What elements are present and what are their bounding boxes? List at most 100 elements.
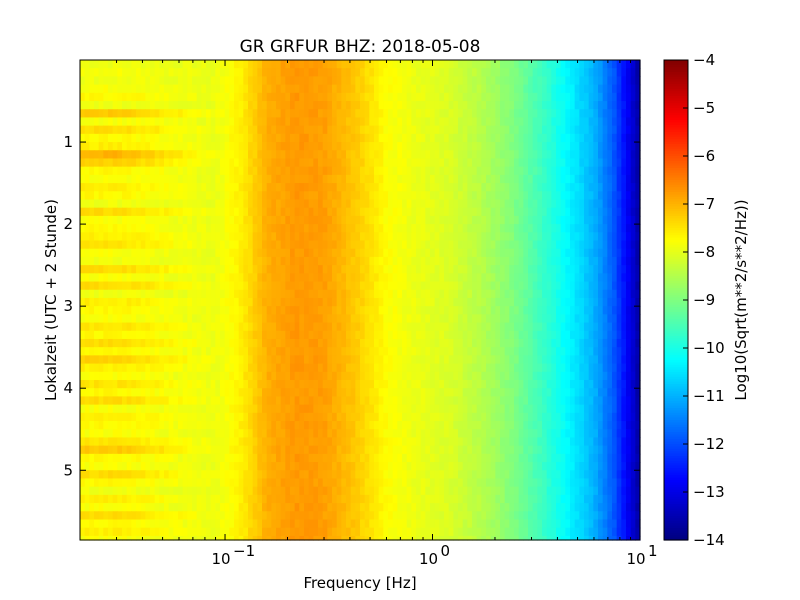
heatmap-cell bbox=[579, 207, 585, 217]
heatmap-cell bbox=[630, 92, 636, 102]
heatmap-cell bbox=[210, 183, 216, 192]
heatmap-cell bbox=[252, 133, 258, 143]
heatmap-cell bbox=[257, 396, 263, 406]
heatmap-cell bbox=[448, 297, 454, 307]
heatmap-cell bbox=[94, 306, 100, 315]
heatmap-cell bbox=[420, 142, 426, 151]
heatmap-cell bbox=[360, 330, 366, 340]
heatmap-cell bbox=[94, 117, 100, 127]
heatmap-cell bbox=[126, 125, 132, 135]
heatmap-cell bbox=[528, 371, 534, 381]
heatmap-cell bbox=[397, 265, 403, 274]
heatmap-cell bbox=[257, 76, 263, 86]
heatmap-cell bbox=[215, 60, 221, 69]
heatmap-cell bbox=[486, 347, 492, 356]
heatmap-cell bbox=[215, 248, 221, 258]
heatmap-cell bbox=[570, 297, 576, 307]
heatmap-cell bbox=[374, 330, 380, 340]
heatmap-cell bbox=[378, 150, 384, 160]
heatmap-cell bbox=[392, 380, 398, 389]
heatmap-cell bbox=[588, 273, 594, 283]
heatmap-cell bbox=[94, 109, 100, 119]
heatmap-cell bbox=[378, 240, 384, 250]
heatmap-cell bbox=[360, 380, 366, 389]
heatmap-cell bbox=[201, 330, 207, 340]
heatmap-cell bbox=[234, 84, 240, 94]
heatmap-cell bbox=[500, 191, 506, 201]
heatmap-cell bbox=[318, 117, 324, 127]
heatmap-cell bbox=[504, 224, 510, 233]
heatmap-cell bbox=[383, 224, 389, 233]
heatmap-cell bbox=[388, 133, 394, 143]
heatmap-cell bbox=[518, 224, 524, 233]
heatmap-cell bbox=[425, 199, 431, 209]
heatmap-cell bbox=[565, 363, 571, 373]
heatmap-cell bbox=[318, 101, 324, 110]
heatmap-cell bbox=[313, 92, 319, 102]
heatmap-cell bbox=[299, 363, 305, 373]
heatmap-cell bbox=[126, 347, 132, 356]
heatmap-cell bbox=[388, 117, 394, 127]
heatmap-cell bbox=[168, 215, 174, 225]
heatmap-cell bbox=[392, 125, 398, 135]
heatmap-cell bbox=[304, 125, 310, 135]
heatmap-cell bbox=[122, 183, 128, 192]
heatmap-cell bbox=[495, 314, 501, 324]
heatmap-cell bbox=[612, 240, 618, 250]
heatmap-cell bbox=[238, 273, 244, 283]
heatmap-cell bbox=[131, 191, 137, 201]
heatmap-cell bbox=[411, 125, 417, 135]
heatmap-cell bbox=[80, 355, 86, 365]
heatmap-cell bbox=[444, 338, 450, 348]
heatmap-cell bbox=[89, 101, 95, 110]
heatmap-cell bbox=[238, 380, 244, 389]
heatmap-cell bbox=[551, 265, 557, 274]
heatmap-cell bbox=[402, 388, 408, 398]
heatmap-cell bbox=[402, 117, 408, 127]
heatmap-cell bbox=[276, 92, 282, 102]
heatmap-cell bbox=[234, 174, 240, 184]
heatmap-cell bbox=[411, 101, 417, 110]
heatmap-cell bbox=[299, 306, 305, 315]
heatmap-cell bbox=[542, 363, 548, 373]
heatmap-cell bbox=[229, 174, 235, 184]
heatmap-cell bbox=[602, 388, 608, 398]
heatmap-cell bbox=[551, 314, 557, 324]
heatmap-cell bbox=[299, 380, 305, 389]
heatmap-cell bbox=[551, 281, 557, 291]
heatmap-cell bbox=[626, 125, 632, 135]
heatmap-cell bbox=[476, 371, 482, 381]
heatmap-cell bbox=[448, 363, 454, 373]
heatmap-cell bbox=[542, 76, 548, 86]
heatmap-cell bbox=[98, 363, 104, 373]
heatmap-cell bbox=[322, 314, 328, 324]
heatmap-cell bbox=[397, 76, 403, 86]
heatmap-cell bbox=[598, 60, 604, 69]
heatmap-cell bbox=[420, 281, 426, 291]
heatmap-cell bbox=[402, 84, 408, 94]
heatmap-cell bbox=[378, 60, 384, 69]
heatmap-cell bbox=[350, 388, 356, 398]
heatmap-cell bbox=[103, 388, 109, 398]
heatmap-cell bbox=[500, 322, 506, 332]
heatmap-cell bbox=[224, 240, 230, 250]
heatmap-cell bbox=[612, 117, 618, 127]
heatmap-cell bbox=[346, 142, 352, 151]
heatmap-cell bbox=[94, 248, 100, 258]
heatmap-cell bbox=[248, 314, 254, 324]
heatmap-cell bbox=[192, 297, 198, 307]
heatmap-cell bbox=[374, 150, 380, 160]
heatmap-cell bbox=[80, 363, 86, 373]
heatmap-cell bbox=[271, 314, 277, 324]
heatmap-cell bbox=[560, 191, 566, 201]
heatmap-cell bbox=[378, 306, 384, 315]
heatmap-cell bbox=[364, 363, 370, 373]
heatmap-cell bbox=[369, 273, 375, 283]
heatmap-cell bbox=[248, 232, 254, 242]
heatmap-cell bbox=[570, 133, 576, 143]
heatmap-cell bbox=[94, 388, 100, 398]
heatmap-cell bbox=[308, 125, 314, 135]
heatmap-cell bbox=[420, 314, 426, 324]
heatmap-cell bbox=[598, 142, 604, 151]
heatmap-cell bbox=[318, 232, 324, 242]
